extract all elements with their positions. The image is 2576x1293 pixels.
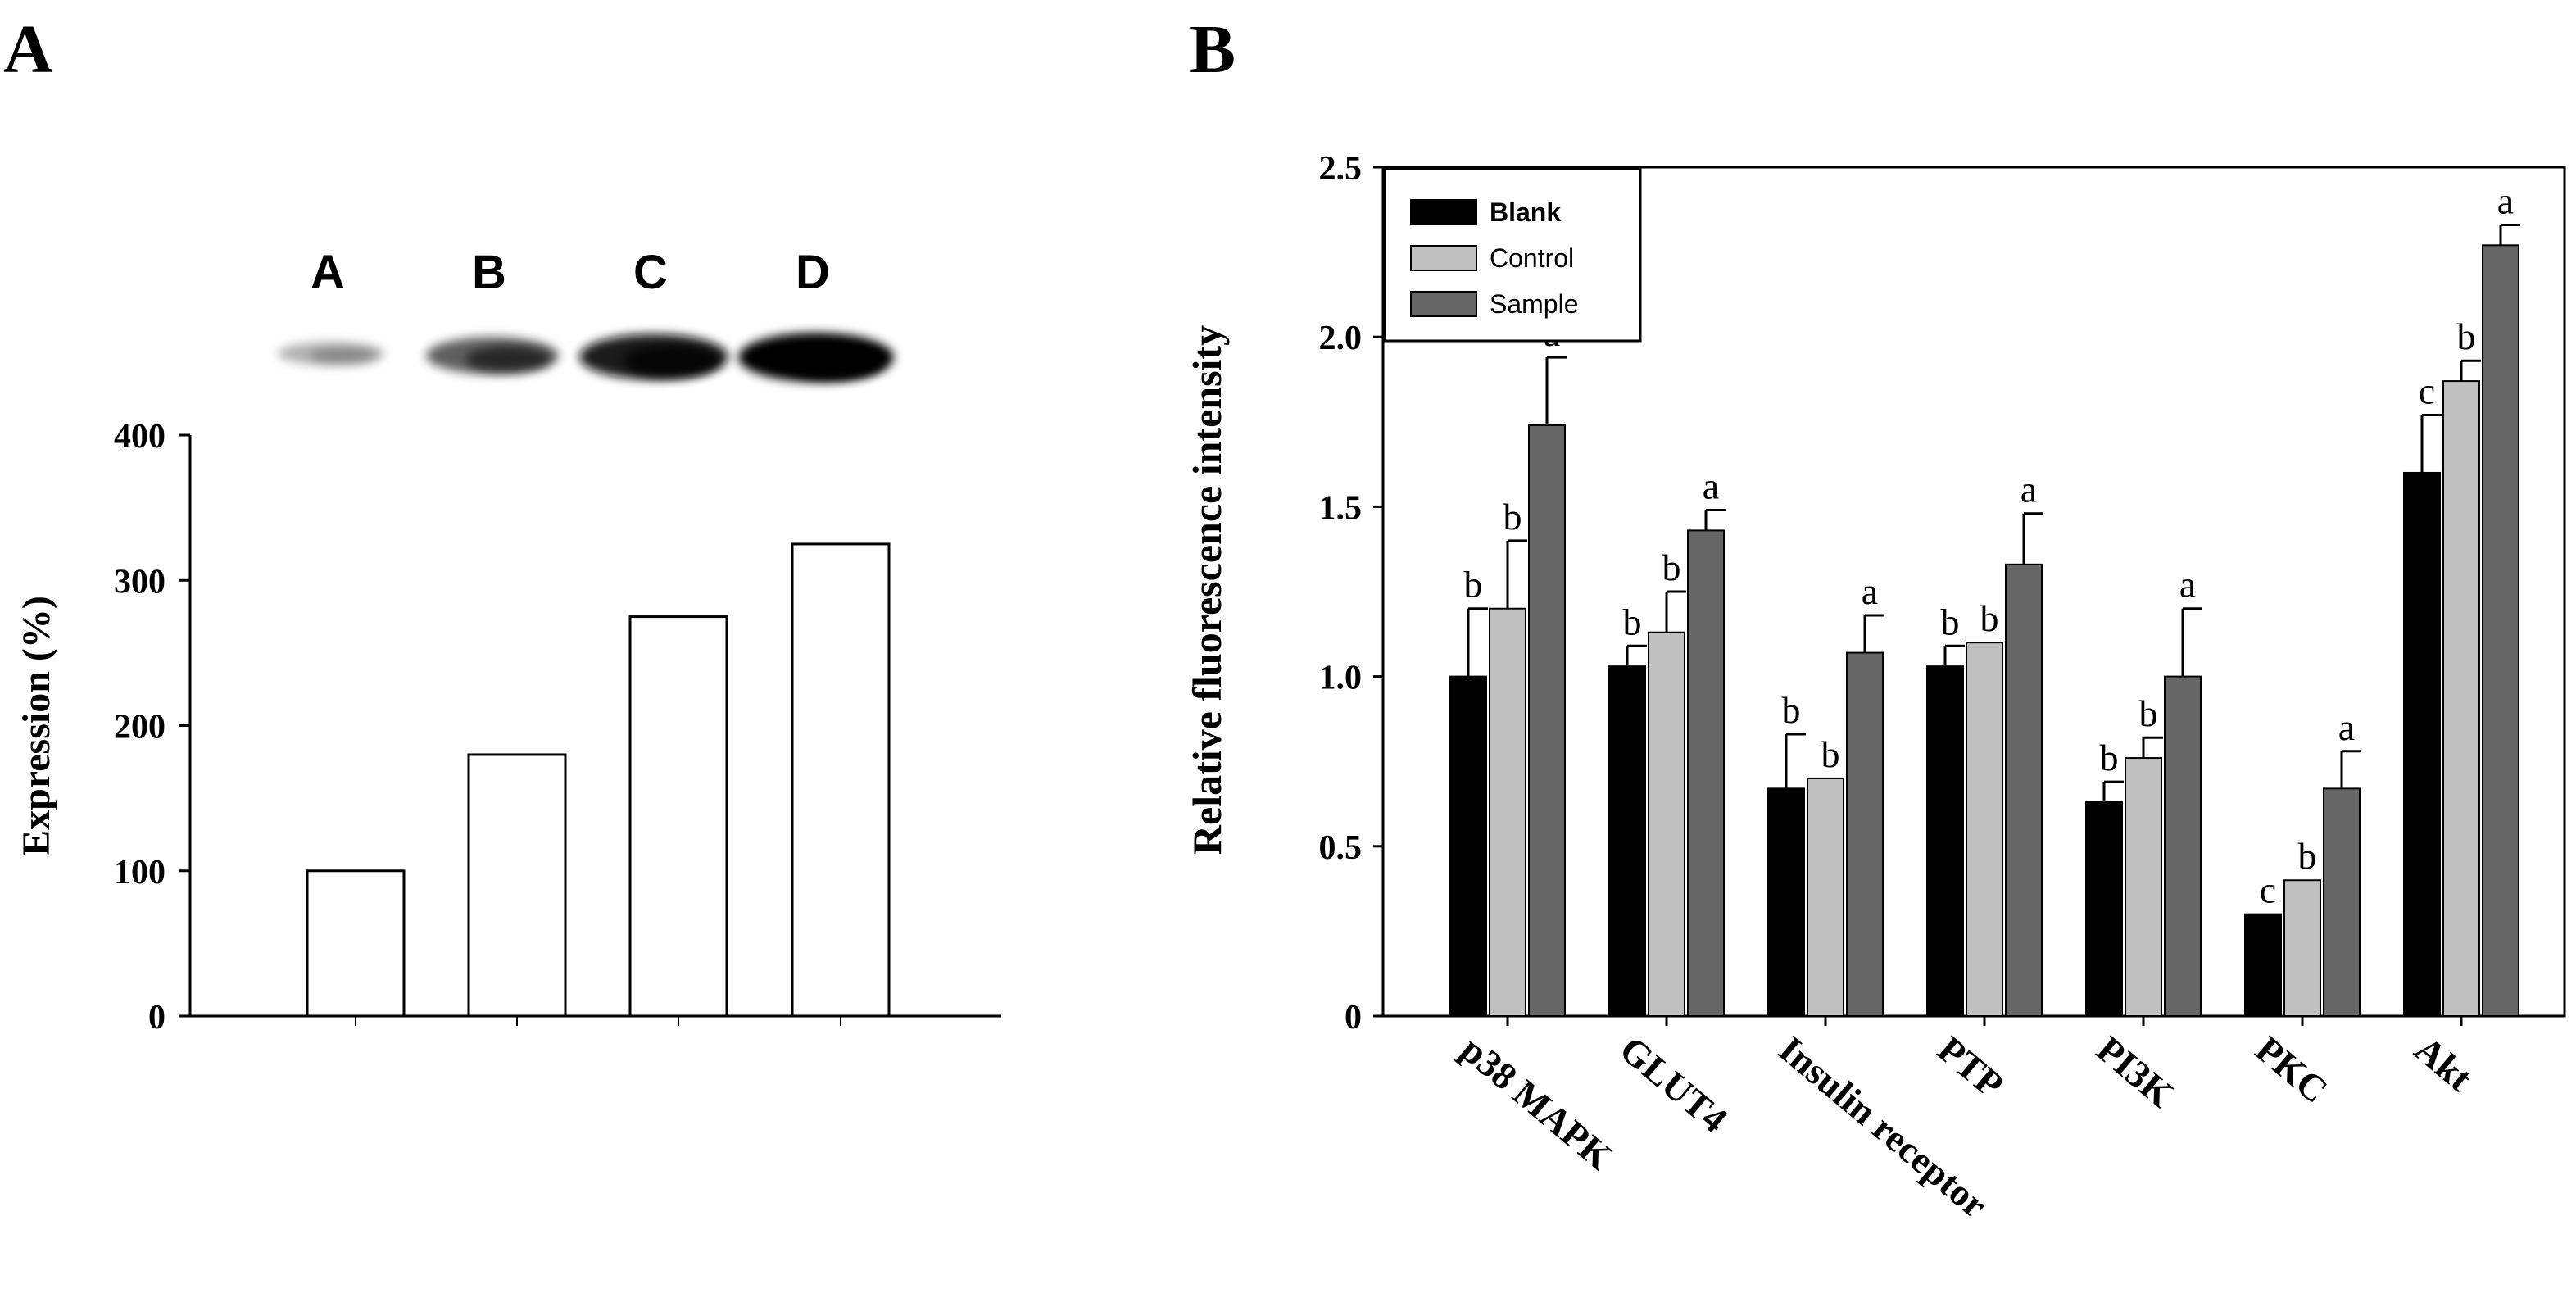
bar-blank-0	[1449, 675, 1487, 1017]
blot-lane-label-A: A	[311, 246, 345, 299]
legend-swatch-sample	[1410, 291, 1477, 317]
panel-b-legend: Blank Control Sample	[1383, 167, 1642, 343]
blot-lane-label-B: B	[472, 246, 506, 299]
bar-control-6	[2442, 380, 2480, 1017]
significance-letter: b	[2298, 835, 2317, 877]
bar-blank-5	[2244, 913, 2282, 1018]
legend-swatch-control	[1410, 245, 1477, 271]
panel-b-category-label: GLUT4	[1612, 1028, 1735, 1141]
blot-lane-label-C: C	[633, 246, 668, 299]
panel-b-category-label: PTP	[1930, 1028, 2011, 1106]
panel-b-category-label: Akt	[2407, 1028, 2481, 1100]
bar-blank-3	[1926, 665, 1964, 1018]
significance-letter: b	[1980, 597, 1999, 639]
significance-letter: a	[1703, 465, 1719, 507]
panel-b-y-tick-label: 2.0	[1319, 320, 1363, 357]
blot-band-core-B	[465, 346, 551, 373]
significance-letter: c	[2260, 869, 2276, 911]
bar-control-5	[2283, 879, 2321, 1017]
significance-letter: a	[2179, 564, 2196, 606]
significance-letter: a	[2020, 469, 2037, 510]
bar-control-3	[1966, 642, 2003, 1017]
significance-letter: b	[1941, 601, 1960, 642]
bar-blank-6	[2403, 471, 2441, 1017]
bar-sample-0	[1528, 424, 1566, 1017]
panel-a-letter: A	[3, 11, 53, 88]
panel-a-bar-B	[467, 753, 567, 1018]
significance-letter: b	[1662, 547, 1681, 588]
significance-letter: a	[2338, 706, 2355, 748]
bar-blank-2	[1767, 787, 1805, 1017]
panel-b-letter: B	[1190, 11, 1236, 88]
blot-band-core-A	[310, 347, 379, 365]
panel-a-chart: A B C D 0 100 200 300 400 Expression (%)	[15, 246, 1001, 1037]
panel-a-y-tick-label: 300	[114, 563, 166, 601]
bar-control-0	[1489, 607, 1526, 1017]
bar-sample-3	[2005, 563, 2043, 1017]
bar-sample-4	[2164, 675, 2202, 1017]
bar-blank-4	[2085, 801, 2123, 1017]
blot-band-core-D	[785, 345, 885, 379]
panel-a-y-tick-label: 400	[114, 418, 166, 456]
panel-b-category-label: PI3K	[2089, 1028, 2182, 1116]
panel-a-y-tick-label: 100	[114, 854, 166, 891]
panel-b-bars: bbabbabbabbabbacbacba	[1449, 179, 2520, 1018]
bar-sample-5	[2323, 787, 2361, 1017]
panel-a-bar-D	[791, 542, 891, 1018]
significance-letter: b	[2139, 692, 2158, 734]
significance-letter: b	[2100, 737, 2119, 778]
legend-label-control: Control	[1490, 243, 1574, 273]
panel-b-chart: 00.51.01.52.02.5 bbabbabbabbabbacbacba p…	[1184, 150, 2566, 1226]
bar-sample-1	[1687, 529, 1725, 1017]
panel-a-axes: 0 100 200 300 400	[114, 418, 1001, 1037]
bar-sample-6	[2482, 244, 2519, 1017]
legend-swatch-blank	[1410, 199, 1477, 225]
panel-a-y-axis-label: Expression (%)	[15, 596, 58, 856]
significance-letter: b	[1821, 733, 1840, 775]
panel-b-y-tick-label: 0.5	[1319, 829, 1363, 867]
significance-letter: c	[2419, 370, 2435, 412]
panel-b-y-tick-label: 2.5	[1319, 150, 1363, 188]
legend-label-sample: Sample	[1490, 289, 1579, 319]
panel-a-bar-C	[628, 615, 728, 1018]
panel-b-y-tick-label: 0	[1345, 999, 1362, 1037]
panel-a-y-tick-label: 200	[114, 709, 166, 746]
legend-label-blank: Blank	[1490, 197, 1561, 227]
bar-control-4	[2125, 757, 2162, 1018]
significance-letter: a	[2497, 179, 2514, 221]
bar-blank-1	[1608, 665, 1646, 1018]
panel-b-category-label: p38 MAPK	[1454, 1028, 1621, 1178]
bar-control-2	[1807, 777, 1844, 1017]
blot-band-core-C	[624, 345, 720, 378]
panel-a-bar-A	[306, 869, 406, 1018]
western-blot: A B C D	[278, 246, 894, 382]
significance-letter: b	[1464, 564, 1483, 606]
panel-b-y-tick-label: 1.5	[1319, 489, 1363, 527]
significance-letter: b	[2457, 315, 2476, 357]
bar-control-1	[1648, 631, 1685, 1018]
panel-a-y-tick-label: 0	[148, 999, 166, 1037]
significance-letter: a	[1862, 570, 1878, 612]
panel-a-bars	[306, 542, 891, 1018]
bar-sample-2	[1846, 651, 1884, 1017]
blot-lane-label-D: D	[796, 246, 830, 299]
panel-b-y-axis-label: Relative fluorescence intensity	[1184, 325, 1230, 855]
panel-b-y-tick-label: 1.0	[1319, 660, 1363, 697]
significance-letter: b	[1623, 601, 1642, 642]
significance-letter: b	[1782, 689, 1801, 731]
panel-b-category-label: PKC	[2248, 1028, 2336, 1111]
significance-letter: b	[1503, 496, 1522, 538]
